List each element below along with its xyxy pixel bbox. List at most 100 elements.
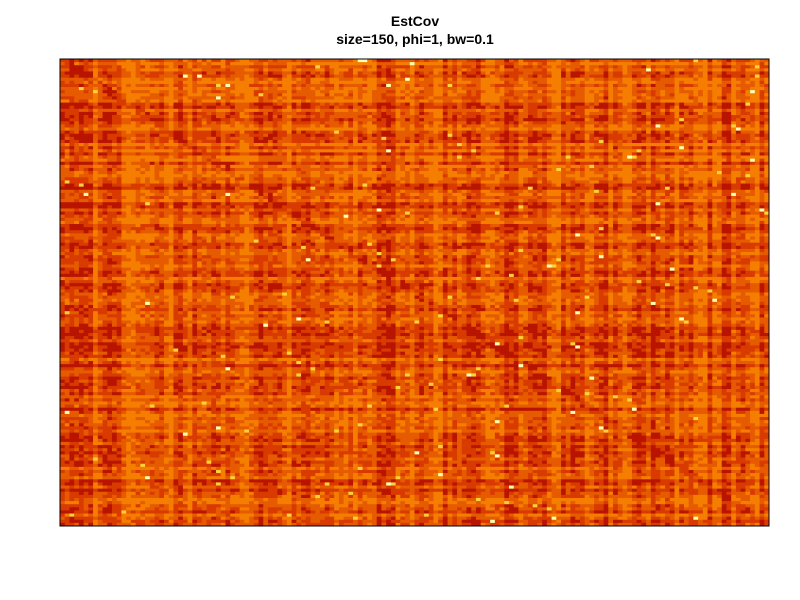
heatmap-cell — [660, 78, 665, 81]
heatmap-cell — [651, 71, 656, 74]
heatmap-cell — [136, 118, 141, 121]
heatmap-cell — [537, 59, 542, 62]
heatmap-cell — [594, 62, 599, 65]
heatmap-cell — [334, 112, 339, 115]
heatmap-cell — [121, 65, 126, 68]
heatmap-cell — [604, 159, 609, 162]
heatmap-cell — [221, 65, 226, 68]
heatmap-cell — [481, 68, 486, 71]
heatmap-cell — [367, 87, 372, 90]
heatmap-cell — [689, 140, 694, 143]
heatmap-cell — [585, 103, 590, 106]
heatmap-cell — [178, 137, 183, 140]
heatmap-cell — [613, 149, 618, 152]
heatmap-cell — [126, 87, 131, 90]
heatmap-cell — [566, 112, 571, 115]
heatmap-cell — [670, 118, 675, 121]
heatmap-cell — [589, 106, 594, 109]
heatmap-cell — [514, 115, 519, 118]
heatmap-cell — [575, 137, 580, 140]
heatmap-cell — [65, 62, 70, 65]
heatmap-cell — [287, 68, 292, 71]
heatmap-cell — [646, 109, 651, 112]
heatmap-cell — [646, 140, 651, 143]
heatmap-cell — [665, 93, 670, 96]
heatmap-cell — [103, 131, 108, 134]
heatmap-cell — [618, 90, 623, 93]
heatmap-cell — [500, 87, 505, 90]
heatmap-cell — [410, 65, 415, 68]
heatmap-cell — [121, 149, 126, 152]
heatmap-cell — [542, 59, 547, 62]
heatmap-cell — [415, 149, 420, 152]
heatmap-cell — [509, 140, 514, 143]
heatmap-cell — [74, 75, 79, 78]
heatmap-cell — [552, 115, 557, 118]
heatmap-cell — [693, 78, 698, 81]
heatmap-cell — [750, 152, 755, 155]
heatmap-cell — [674, 124, 679, 127]
heatmap-cell — [164, 149, 169, 152]
heatmap-cell — [98, 99, 103, 102]
heatmap-cell — [254, 75, 259, 78]
heatmap-cell — [211, 118, 216, 121]
heatmap-cell — [103, 75, 108, 78]
heatmap-cell — [415, 118, 420, 121]
heatmap-cell — [589, 65, 594, 68]
heatmap-cell — [84, 93, 89, 96]
heatmap-cell — [103, 59, 108, 62]
heatmap-cell — [136, 115, 141, 118]
heatmap-cell — [755, 84, 760, 87]
heatmap-cell — [490, 87, 495, 90]
heatmap-cell — [358, 149, 363, 152]
heatmap-cell — [188, 156, 193, 159]
heatmap-cell — [741, 149, 746, 152]
heatmap-cell — [367, 71, 372, 74]
heatmap-cell — [698, 78, 703, 81]
heatmap-cell — [315, 140, 320, 143]
heatmap-cell — [155, 90, 160, 93]
heatmap-cell — [117, 115, 122, 118]
heatmap-cell — [604, 109, 609, 112]
heatmap-cell — [296, 112, 301, 115]
heatmap-cells — [60, 59, 769, 526]
heatmap-cell — [386, 152, 391, 155]
heatmap-cell — [306, 159, 311, 162]
heatmap-cell — [155, 75, 160, 78]
heatmap-cell — [69, 115, 74, 118]
heatmap-cell — [490, 156, 495, 159]
heatmap-cell — [353, 65, 358, 68]
heatmap-cell — [240, 78, 245, 81]
heatmap-cell — [391, 124, 396, 127]
heatmap-cell — [240, 121, 245, 124]
heatmap-cell — [98, 137, 103, 140]
heatmap-cell — [580, 96, 585, 99]
heatmap-cell — [240, 162, 245, 165]
heatmap-cell — [381, 140, 386, 143]
heatmap-cell — [594, 78, 599, 81]
heatmap-cell — [698, 68, 703, 71]
heatmap-cell — [736, 84, 741, 87]
heatmap-cell — [240, 68, 245, 71]
heatmap-cell — [183, 75, 188, 78]
heatmap-cell — [656, 71, 661, 74]
heatmap-cell — [259, 149, 264, 152]
heatmap-cell — [533, 152, 538, 155]
heatmap-cell — [126, 65, 131, 68]
heatmap-cell — [594, 71, 599, 74]
heatmap-cell — [277, 78, 282, 81]
heatmap-cell — [88, 59, 93, 62]
heatmap-cell — [183, 124, 188, 127]
heatmap-cell — [126, 124, 131, 127]
heatmap-cell — [273, 137, 278, 140]
heatmap-cell — [750, 103, 755, 106]
heatmap-cell — [391, 159, 396, 162]
heatmap-cell — [263, 65, 268, 68]
heatmap-cell — [523, 124, 528, 127]
heatmap-cell — [207, 90, 212, 93]
heatmap-cell — [755, 68, 760, 71]
heatmap-cell — [207, 143, 212, 146]
heatmap-cell — [107, 109, 112, 112]
heatmap-cell — [74, 121, 79, 124]
heatmap-cell — [363, 84, 368, 87]
